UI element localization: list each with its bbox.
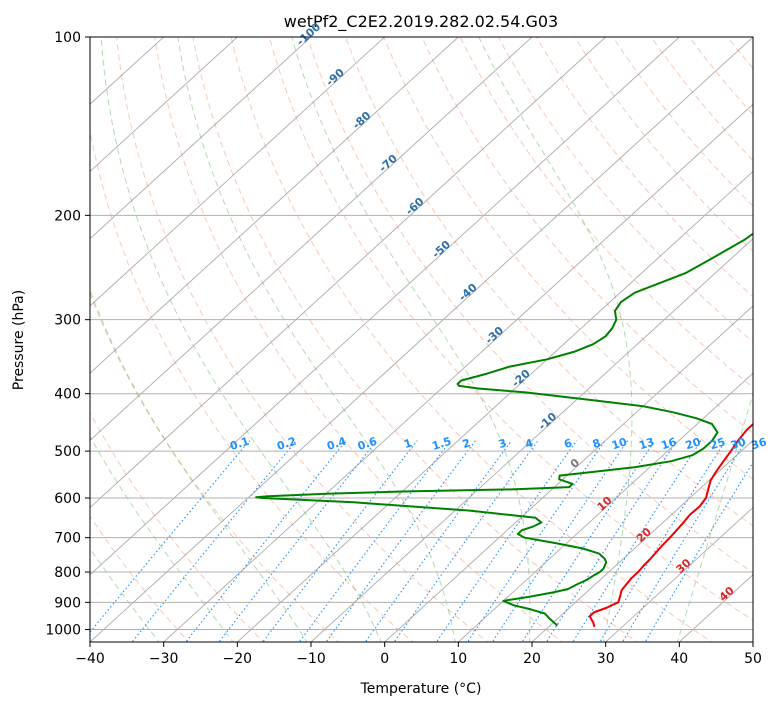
mixing-ratio-label: 3 <box>497 436 508 451</box>
dry-adiabat-line <box>459 37 753 388</box>
dry-adiabat-line <box>230 37 713 642</box>
mixing-ratio-line <box>364 440 512 642</box>
mixing-ratio-label: 1.5 <box>430 435 453 453</box>
mixing-ratio-line <box>185 440 347 642</box>
isotherm-line <box>162 103 753 642</box>
mixing-ratio-label: 13 <box>637 435 656 452</box>
mixing-ratio-line <box>572 440 702 642</box>
x-tick-label: −20 <box>223 651 253 667</box>
isotherm-line <box>604 506 753 642</box>
mixing-ratio-label: 20 <box>684 435 703 452</box>
mixing-ratio-label: 16 <box>660 435 679 452</box>
mixing-ratio-label: 10 <box>610 435 629 452</box>
y-tick-label: 200 <box>54 208 81 224</box>
plot-area <box>90 37 753 642</box>
dry-adiabat-line <box>307 37 753 574</box>
y-tick-label: 900 <box>54 595 81 611</box>
y-tick-label: 800 <box>54 565 81 581</box>
y-axis-label: Pressure (hPa) <box>11 290 27 390</box>
isotherm-line <box>90 37 312 240</box>
isotherm-line <box>531 439 753 642</box>
isotherm-line <box>90 37 607 509</box>
mixing-ratio-label: 25 <box>708 435 727 452</box>
isotherm-line <box>236 170 753 642</box>
y-tick-label: 600 <box>54 491 81 507</box>
isotherm-line <box>90 37 386 307</box>
mixing-ratio-label: 8 <box>591 436 602 451</box>
x-tick-label: −30 <box>149 651 179 667</box>
temperature-profile-line <box>588 422 753 628</box>
isotherm-line <box>90 37 681 576</box>
plot-frame <box>89 36 754 643</box>
isotherm-line <box>383 305 753 642</box>
dry-adiabat-line <box>90 515 190 642</box>
dry-adiabat-line <box>650 37 753 162</box>
chart-title: wetPf2_C2E2.2019.282.02.54.G03 <box>284 12 558 32</box>
isotherm-line <box>90 37 460 374</box>
isotherm-line <box>310 238 753 642</box>
mixing-ratio-label: 1 <box>402 436 413 451</box>
mixing-ratio-line <box>599 440 727 642</box>
axis-ticks: −40 −30 −20 −10 0 10 20 30 40 5010020030040050060… <box>45 30 762 667</box>
dry-adiabat-line <box>268 37 753 622</box>
x-tick-label: −10 <box>296 651 326 667</box>
mixing-ratio-label: 0.6 <box>356 434 379 452</box>
y-tick-label: 300 <box>54 313 81 329</box>
mixing-ratio-label: 2 <box>461 436 472 451</box>
x-tick-label: 0 <box>380 651 389 667</box>
dry-adiabat-line <box>536 37 753 298</box>
x-tick-label: 40 <box>670 651 688 667</box>
x-tick-label: 10 <box>449 651 467 667</box>
mixing-ratio-line <box>218 440 378 642</box>
mixing-ratio-line <box>491 440 629 642</box>
mixing-ratio-line <box>644 461 753 642</box>
dry-adiabat-line <box>154 37 564 642</box>
dry-adiabat-line <box>345 37 753 527</box>
x-axis-label: Temperature (°C) <box>360 681 482 697</box>
mixing-ratio-label: 36 <box>750 435 769 452</box>
mixing-ratio-label: 0.1 <box>228 435 251 453</box>
y-tick-label: 1000 <box>45 622 81 638</box>
mixing-ratio-line <box>545 440 678 642</box>
isotherm-line <box>90 37 533 441</box>
isotherm-line <box>90 37 239 173</box>
dry-adiabat-line <box>192 37 638 642</box>
moist-adiabat-line <box>100 37 382 642</box>
dewpoint-profile-line <box>255 232 753 627</box>
y-tick-label: 400 <box>54 387 81 403</box>
mixing-ratio-line <box>262 440 418 642</box>
y-tick-label: 500 <box>54 444 81 460</box>
mixing-ratio-label: 6 <box>562 436 574 451</box>
mixing-ratio-line <box>621 440 747 642</box>
y-tick-label: 700 <box>54 531 81 547</box>
mixing-ratio-line <box>521 440 656 642</box>
y-tick-label: 100 <box>54 30 81 46</box>
mixing-ratio-label: 0.2 <box>275 435 298 453</box>
dry-adiabat-line <box>90 292 339 642</box>
mixing-ratio-label: 0.4 <box>325 434 348 452</box>
isotherm-line <box>457 372 753 642</box>
mixing-ratio-line <box>466 440 606 642</box>
isotherm-line <box>90 37 753 642</box>
x-tick-label: 50 <box>744 651 762 667</box>
mixing-ratio-line <box>393 440 539 642</box>
x-tick-label: −40 <box>75 651 105 667</box>
mixing-ratio-label: 30 <box>729 435 748 452</box>
x-tick-label: 30 <box>597 651 615 667</box>
dry-adiabat-line <box>383 37 753 480</box>
dry-adiabat-line <box>574 37 753 253</box>
dry-adiabat-line <box>90 128 414 642</box>
mixing-ratio-label: 4 <box>524 436 536 451</box>
x-tick-label: 20 <box>523 651 541 667</box>
